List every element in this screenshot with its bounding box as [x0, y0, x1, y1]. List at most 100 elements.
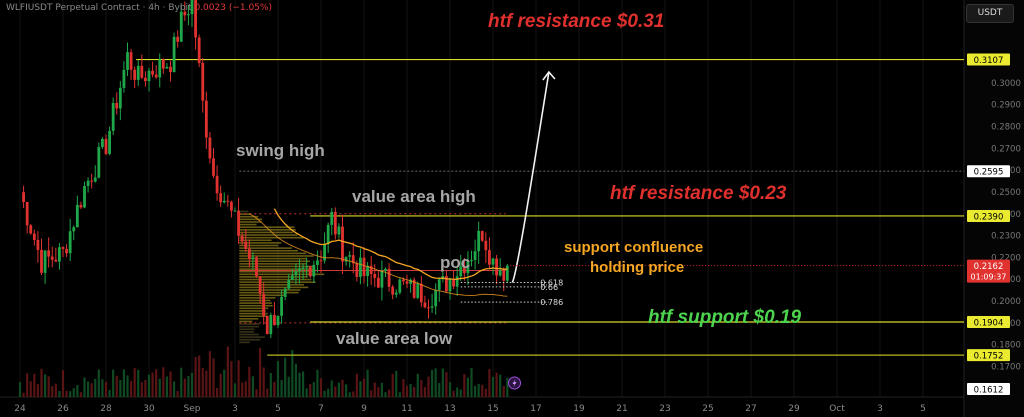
volume-bar	[506, 377, 509, 397]
candle-body	[402, 279, 405, 282]
volume-bar	[180, 367, 183, 397]
candle-body	[97, 147, 101, 178]
candle-body	[61, 247, 65, 249]
candle-body	[237, 210, 240, 236]
candle-body	[122, 69, 126, 88]
candle-body	[434, 289, 438, 307]
volume-profile-bar	[239, 252, 307, 255]
price-label-text: 0.1752	[974, 352, 1004, 362]
volume-profile-bar	[239, 223, 257, 226]
time-tick-label: Oct	[829, 404, 845, 414]
volume-profile-bar	[239, 286, 309, 289]
volume-profile-bar	[239, 215, 259, 218]
volume-bar	[233, 383, 237, 397]
volume-bar	[194, 357, 197, 397]
volume-bar	[463, 374, 466, 397]
candle-body	[197, 37, 201, 64]
time-tick-label: 25	[702, 404, 713, 414]
candle-body	[462, 266, 466, 274]
volume-bar	[205, 370, 208, 397]
volume-bar	[280, 379, 283, 397]
candle-body	[427, 307, 430, 309]
volume-profile-bar	[239, 323, 260, 325]
annotation-confluence-line1: support confluence	[564, 239, 704, 256]
annotation-value-area-low: value area low	[336, 329, 453, 348]
volume-bar	[495, 372, 498, 397]
volume-profile-bar	[239, 247, 292, 249]
price-label-text: 0.2390	[974, 212, 1004, 222]
currency-unit-button[interactable]: USDT	[966, 4, 1014, 23]
volume-bar	[226, 346, 229, 397]
candle-body	[251, 257, 255, 259]
candle-body	[394, 292, 398, 295]
candle-body	[330, 211, 334, 225]
price-tick-label: 0.1800	[991, 341, 1021, 351]
volume-bar	[133, 367, 136, 397]
candle-body	[283, 288, 287, 297]
volume-profile-bar	[239, 336, 265, 338]
volume-bar	[337, 382, 341, 397]
candle-body	[273, 315, 276, 326]
candle-body	[54, 259, 58, 262]
volume-bar	[223, 369, 226, 397]
candle-body	[312, 264, 316, 277]
candle-body	[161, 59, 165, 69]
volume-bar	[373, 382, 376, 397]
volume-bar	[434, 368, 437, 397]
candle-body	[140, 65, 144, 78]
price-tick-label: 0.2700	[991, 144, 1021, 154]
candle-body	[83, 186, 86, 208]
symbol-label: WLFIUSDT Perpetual Contract · 4h · Bybit	[6, 3, 192, 13]
volume-profile-bar	[239, 268, 314, 270]
volume-bar	[395, 370, 398, 397]
volume-bar	[377, 387, 380, 397]
time-tick-label: 5	[275, 404, 281, 414]
volume-profile-bar	[239, 331, 255, 333]
annotation-confluence-line2: holding price	[590, 259, 685, 276]
volume-profile-bar	[239, 318, 259, 320]
volume-bar	[334, 386, 337, 397]
price-tick-label: 0.3000	[991, 79, 1021, 89]
volume-bar	[112, 369, 115, 397]
volume-profile-bar	[239, 234, 298, 236]
candle-body	[222, 200, 226, 203]
volume-bar	[104, 382, 108, 397]
volume-bar	[398, 392, 401, 397]
volume-profile-bar	[239, 265, 313, 268]
time-tick-label: 9	[361, 404, 367, 414]
volume-bars	[18, 346, 509, 397]
candle-body	[58, 247, 61, 262]
volume-bar	[448, 382, 452, 397]
volume-bar	[36, 384, 40, 397]
candle-body	[75, 204, 79, 228]
volume-bar	[384, 392, 387, 397]
candle-body	[93, 177, 97, 182]
candle-body	[341, 226, 344, 262]
last-price-box	[967, 259, 1010, 283]
candle-body	[445, 276, 448, 292]
volume-bar	[413, 386, 416, 397]
volume-bar	[18, 382, 22, 397]
volume-profile-bar	[239, 231, 294, 234]
volume-bar	[198, 355, 201, 397]
bottom-price-box	[967, 383, 1010, 395]
volume-bar	[83, 377, 86, 397]
candle-body	[208, 137, 212, 159]
volume-bar	[420, 380, 423, 397]
volume-bar	[215, 387, 219, 397]
volume-bar	[323, 390, 326, 397]
candle-body	[319, 260, 323, 262]
candle-body	[90, 180, 94, 182]
candle-body	[247, 248, 251, 259]
lightning-icon-glyph	[512, 379, 517, 387]
volume-profile-bar	[239, 221, 262, 223]
candle-body	[165, 66, 169, 69]
candle-body	[79, 204, 83, 208]
candle-body	[104, 138, 108, 154]
volume-bar	[169, 371, 172, 397]
volume-profile	[239, 210, 325, 344]
volume-bar	[319, 378, 323, 397]
volume-bar	[380, 382, 384, 397]
volume-profile-bar	[239, 278, 312, 281]
